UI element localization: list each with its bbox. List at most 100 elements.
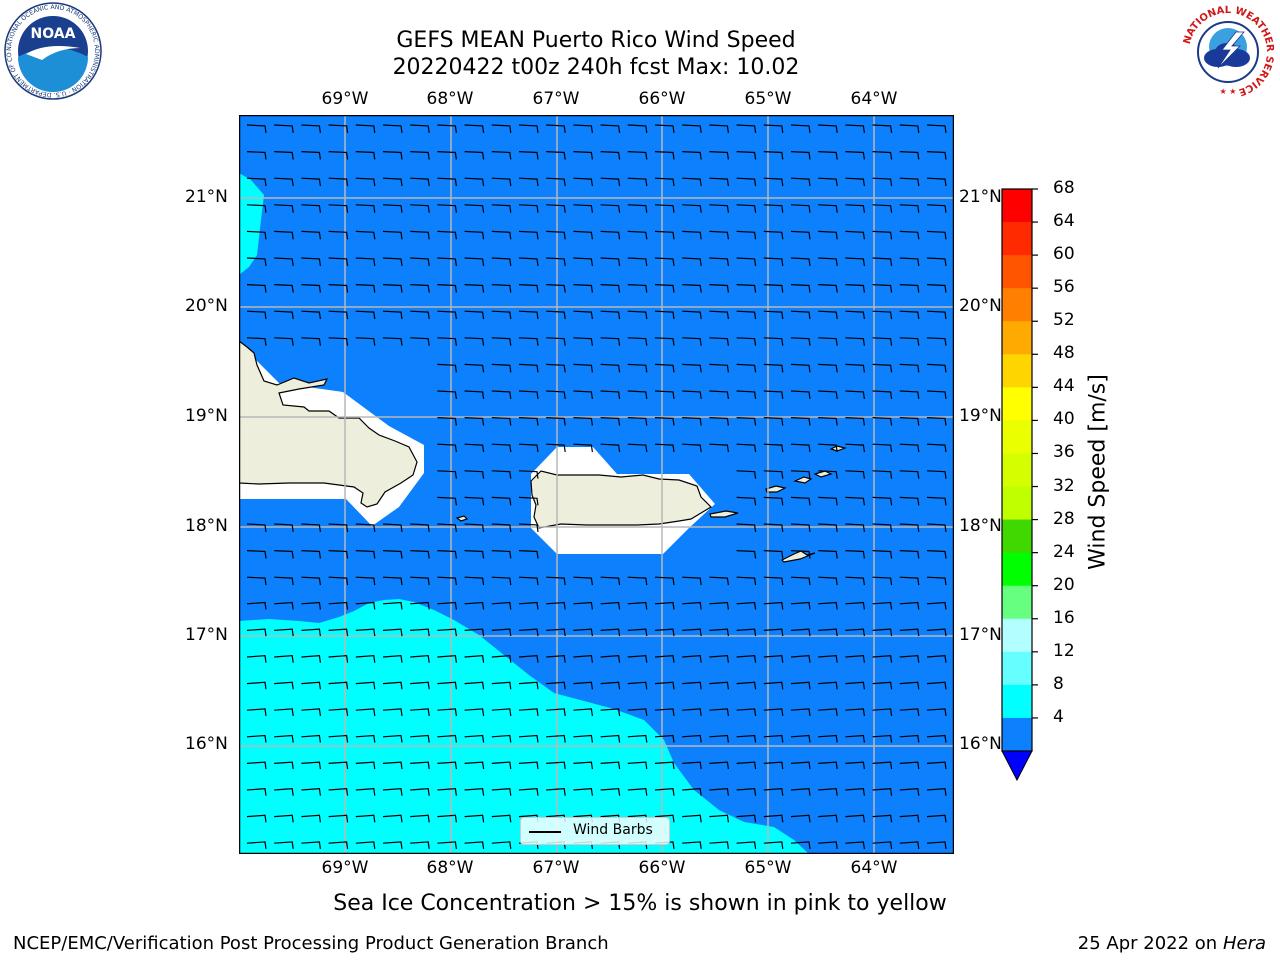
wind-barb <box>410 230 430 240</box>
wind-barb <box>763 363 784 373</box>
wind-barb <box>872 655 893 663</box>
lat-label-right-20n: 20°N <box>959 296 1002 316</box>
wind-barb <box>546 310 566 320</box>
footer-machine: Hera <box>1222 933 1266 954</box>
wind-barb <box>736 470 757 479</box>
wind-barb <box>328 550 349 559</box>
wind-barb <box>246 523 267 532</box>
wind-barb <box>845 708 865 716</box>
wind-barb <box>491 708 512 716</box>
wind-barb <box>818 655 838 663</box>
wind-barb <box>546 628 566 637</box>
wind-barb <box>790 151 811 160</box>
wind-barb <box>763 310 784 320</box>
wind-barb <box>845 257 865 266</box>
wind-barb <box>682 337 702 346</box>
wind-barb <box>818 761 838 770</box>
wind-barb <box>355 734 376 743</box>
wind-barb <box>546 204 566 213</box>
wind-barb <box>437 151 457 160</box>
colorbar-segment <box>1002 222 1032 256</box>
wind-barb <box>845 496 865 506</box>
wind-barb <box>600 151 621 160</box>
wind-barb <box>682 708 702 716</box>
wind-barb <box>872 523 893 532</box>
wind-barb <box>246 628 267 637</box>
wind-barb <box>763 814 784 823</box>
wind-barb <box>654 734 675 743</box>
wind-barb <box>301 788 321 796</box>
wind-barb <box>926 443 947 453</box>
colorbar-segments <box>1002 189 1032 752</box>
wind-barb <box>790 257 811 266</box>
wind-barb <box>682 681 702 690</box>
wind-barb <box>518 788 539 796</box>
wind-barb <box>845 204 865 213</box>
wind-barb <box>899 390 920 399</box>
wind-barb <box>600 124 621 133</box>
wind-barb <box>627 628 648 637</box>
wind-barb <box>301 601 321 610</box>
wind-barb <box>736 230 757 240</box>
wind-barb <box>464 257 485 266</box>
wind-barb <box>301 681 321 690</box>
wind-barb <box>818 151 838 160</box>
wind-barb <box>899 788 920 796</box>
wind-barb <box>654 204 675 213</box>
wind-barb <box>328 601 349 610</box>
wind-barb <box>301 257 321 266</box>
wind-barb <box>682 443 702 453</box>
wind-barb <box>654 681 675 690</box>
wind-barb <box>573 310 593 320</box>
wind-barb <box>818 496 838 506</box>
wind-barb <box>328 628 349 637</box>
colorbar-segment <box>1002 288 1032 322</box>
colorbar-segment <box>1002 255 1032 289</box>
wind-barb <box>790 390 811 399</box>
wind-barb <box>790 550 811 559</box>
wind-barb <box>899 576 920 586</box>
wind-barb <box>899 284 920 293</box>
colorbar-tick-label: 60 <box>1053 244 1075 265</box>
wind-barb <box>899 761 920 770</box>
wind-barb <box>546 177 566 187</box>
wind-barb <box>790 655 811 663</box>
wind-barb <box>355 788 376 796</box>
wind-barb <box>518 151 539 160</box>
wind-barb <box>790 337 811 346</box>
wind-barb <box>926 284 947 293</box>
wind-barb <box>682 814 702 823</box>
colorbar-segment <box>1002 552 1032 587</box>
wind-barb <box>410 734 430 743</box>
footer-date: 25 Apr 2022 on Hera <box>1078 933 1266 954</box>
wind-barb <box>736 124 757 133</box>
svg-text:★ ★: ★ ★ <box>1220 87 1237 96</box>
wind-barb <box>899 124 920 133</box>
map-title-line1: GEFS MEAN Puerto Rico Wind Speed <box>396 28 796 53</box>
wind-barb <box>926 601 947 610</box>
wind-barb <box>437 734 457 743</box>
wind-barb <box>872 124 893 133</box>
wind-barb <box>709 177 729 187</box>
wind-barb <box>790 363 811 373</box>
wind-barb <box>464 337 485 346</box>
wind-barb <box>845 576 865 586</box>
wind-barb <box>301 151 321 160</box>
wind-barb <box>246 310 267 320</box>
wind-barb <box>763 390 784 399</box>
lat-label-right-16n: 16°N <box>959 734 1002 754</box>
wind-barb <box>491 814 512 823</box>
wind-barb <box>845 417 865 426</box>
wind-barb <box>355 204 376 213</box>
wind-barb <box>899 310 920 320</box>
lat-label-left-16n: 16°N <box>185 734 228 754</box>
lat-label-left-21n: 21°N <box>185 187 228 207</box>
wind-barb <box>899 417 920 426</box>
colorbar-segment <box>1002 684 1032 719</box>
lon-label-top-68w: 68°W <box>426 89 474 109</box>
land-vieques <box>709 510 739 518</box>
wind-barb <box>464 204 485 213</box>
wind-barb <box>246 841 267 849</box>
noaa-logo: NATIONAL OCEANIC AND ATMOSPHERIC ADMINIS… <box>2 2 102 100</box>
wind-barb <box>518 284 539 293</box>
